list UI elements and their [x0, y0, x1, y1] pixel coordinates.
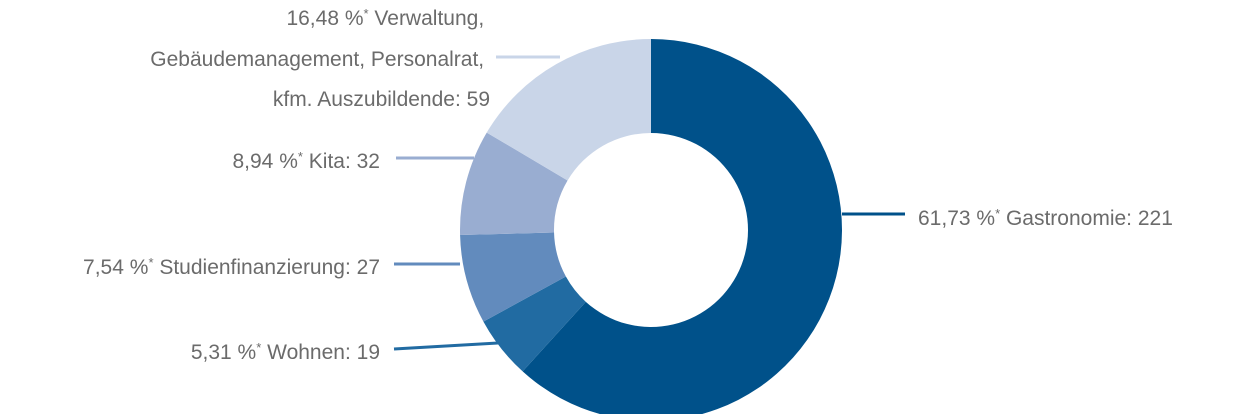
label-verwaltung-line1: 16,48 %* Verwaltung,: [286, 6, 484, 30]
slice-studienfinanzierung: [460, 232, 566, 322]
label-verwaltung-line3: kfm. Auszubildende: 59: [273, 88, 490, 111]
leader-lines-group: [393, 55, 905, 351]
label-gastronomie: 61,73 %* Gastronomie: 221: [918, 206, 1173, 230]
slice-verwaltung: [486, 39, 651, 181]
label-kita: 8,94 %* Kita: 32: [232, 149, 380, 173]
slice-gastronomie: [522, 39, 842, 414]
label-studienfinanzierung: 7,54 %* Studienfinanzierung: 27: [83, 255, 380, 279]
label-wohnen: 5,31 %* Wohnen: 19: [191, 340, 380, 364]
label-verwaltung: 16,48 %* Verwaltung, Gebäudemanagement, …: [150, 6, 490, 111]
slice-wohnen: [483, 276, 586, 372]
label-verwaltung-line2: Gebäudemanagement, Personalrat,: [150, 48, 484, 71]
slices-group: [460, 39, 842, 414]
slice-kita: [460, 132, 568, 236]
leader-line-wohnen: [393, 341, 499, 351]
